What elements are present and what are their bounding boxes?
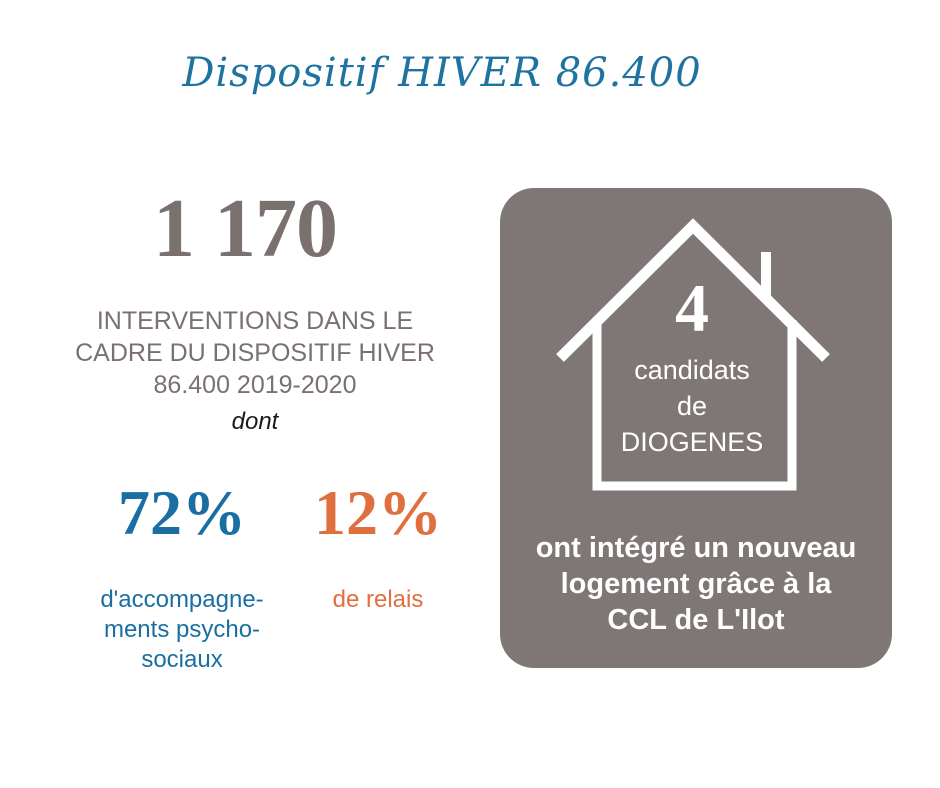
house-text-line: DIOGENES bbox=[620, 427, 764, 457]
card-caption-line: logement grâce à la bbox=[560, 568, 832, 600]
caption-line: 86.400 2019-2020 bbox=[153, 371, 357, 399]
card-caption-line: ont intégré un nouveau bbox=[535, 532, 857, 564]
diogenes-card-caption: ont intégré un nouveau logement grâce à … bbox=[500, 530, 892, 638]
caption-line: ments psycho- bbox=[103, 616, 261, 643]
percentage-psychosocial: 72% bbox=[118, 477, 246, 548]
house-walls bbox=[592, 320, 797, 491]
percentage-relais: 12% bbox=[314, 477, 442, 548]
caption-line: CADRE DU DISPOSITIF HIVER bbox=[75, 339, 435, 367]
card-caption-line: CCL de L'Ilot bbox=[607, 604, 785, 636]
diogenes-house-text: candidats de DIOGENES bbox=[592, 352, 792, 460]
total-interventions-number: 1 170 bbox=[153, 182, 338, 275]
relais-caption: de relais bbox=[278, 585, 478, 615]
page-title: Dispositif HIVER 86.400 bbox=[182, 50, 702, 96]
psychosocial-caption: d'accompagne- ments psycho- sociaux bbox=[62, 585, 302, 675]
diogenes-card: 4 candidats de DIOGENES ont intégré un n… bbox=[500, 188, 892, 668]
caption-line: sociaux bbox=[141, 646, 223, 673]
caption-line: de relais bbox=[332, 586, 424, 613]
caption-line: d'accompagne- bbox=[100, 586, 264, 613]
house-roof bbox=[556, 218, 830, 362]
house-icon bbox=[556, 218, 830, 491]
dont-label: dont bbox=[231, 408, 279, 435]
diogenes-number: 4 bbox=[675, 270, 709, 346]
house-text-line: candidats bbox=[634, 355, 750, 385]
total-interventions-caption: INTERVENTIONS DANS LE CADRE DU DISPOSITI… bbox=[55, 305, 455, 401]
caption-line: INTERVENTIONS DANS LE bbox=[96, 307, 414, 335]
house-text-line: de bbox=[676, 391, 708, 421]
